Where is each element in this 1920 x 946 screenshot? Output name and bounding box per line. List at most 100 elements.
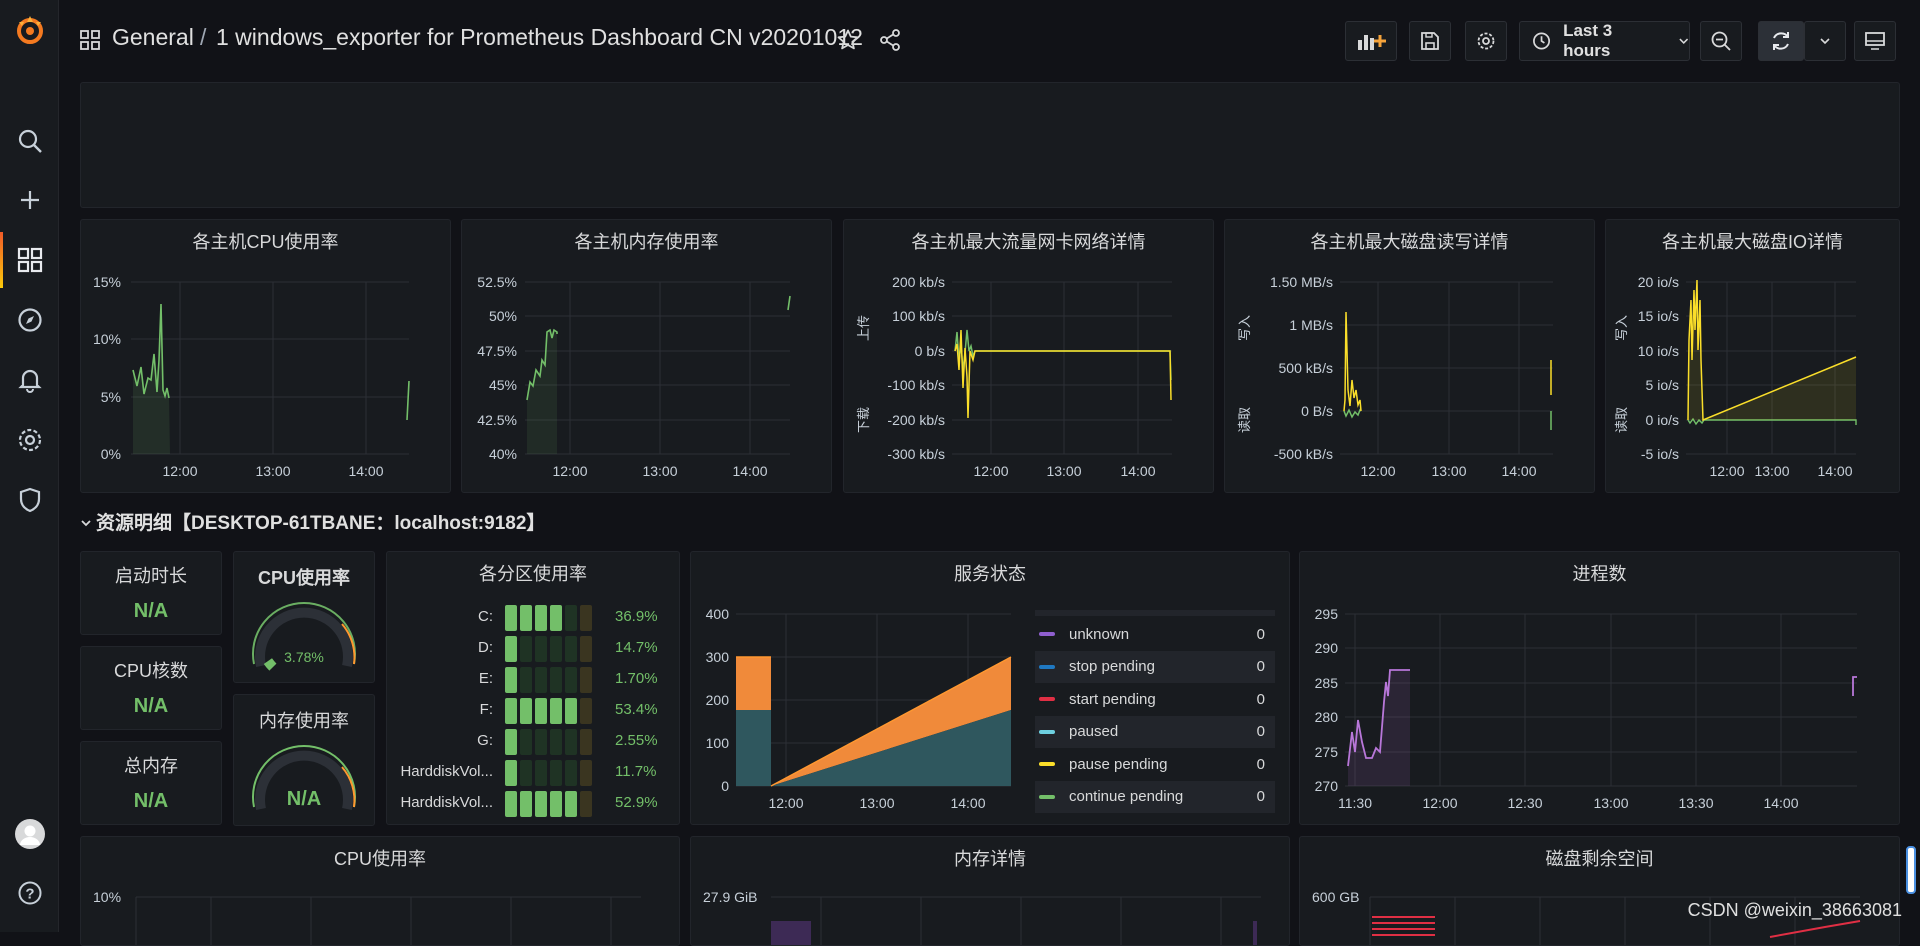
gauge-cell: [505, 636, 517, 662]
stat-uptime[interactable]: 启动时长 N/A: [80, 551, 222, 635]
time-range-label: Last 3 hours: [1563, 21, 1613, 60]
legend-item[interactable]: paused 0: [1035, 715, 1275, 748]
legend-item[interactable]: pause pending 0: [1035, 748, 1275, 780]
chevron-down-icon: [81, 520, 91, 527]
monitor-icon: [1865, 32, 1885, 50]
legend-label: pause pending: [1069, 755, 1168, 773]
gauge-cell: [535, 698, 547, 724]
star-icon[interactable]: [836, 28, 860, 57]
panel-host-memory[interactable]: 各主机内存使用率 52.5% 50% 47.5% 45% 42.5% 40% 12:00 1…: [461, 219, 832, 493]
settings-icon: [1477, 32, 1495, 50]
gauge-cell: [580, 636, 592, 662]
explore-icon[interactable]: [14, 304, 46, 336]
top-navbar: General / 1 windows_exporter for Prometh…: [60, 0, 1920, 80]
gauge-memory-usage[interactable]: 内存使用率 N/A: [233, 694, 375, 826]
sidebar: ?: [0, 0, 59, 932]
legend-item[interactable]: continue pending 0: [1035, 780, 1275, 813]
y-tick: -200 kb/s: [887, 412, 945, 428]
panel-disk-free[interactable]: 磁盘剩余空间 600 GB: [1299, 836, 1900, 946]
write-line: [1343, 311, 1552, 412]
plus-icon[interactable]: [14, 184, 46, 216]
refresh-button[interactable]: [1758, 21, 1804, 61]
legend-value: 0: [1256, 755, 1265, 773]
download-line: [954, 329, 1172, 419]
refresh-interval-dropdown[interactable]: [1804, 21, 1846, 61]
gauge-cell: [520, 605, 532, 631]
y-tick: 20 io/s: [1638, 274, 1679, 290]
gauge-cell: [505, 698, 517, 724]
zoom-out-icon: [1711, 31, 1731, 51]
gauge-cell: [580, 791, 592, 817]
y-tick: 500 kB/s: [1279, 360, 1333, 376]
panel-host-cpu[interactable]: 各主机CPU使用率 15% 10% 5% 0% 12:00 13:00 14:00: [80, 219, 451, 493]
panel-memory-detail[interactable]: 内存详情 27.9 GiB: [690, 836, 1290, 946]
stat-title: 总内存: [124, 756, 178, 776]
panel-host-disk-io[interactable]: 各主机最大磁盘IO详情 20 io/s 15 io/s 10 io/s 5 io/s 0…: [1605, 219, 1900, 493]
time-range-picker[interactable]: Last 3 hours: [1519, 21, 1690, 61]
legend-item[interactable]: start pending 0: [1035, 683, 1275, 715]
stat-cpu-cores[interactable]: CPU核数 N/A: [80, 646, 222, 730]
legend-label: paused: [1069, 723, 1119, 740]
y-tick: 100 kb/s: [892, 308, 945, 324]
dashboard-settings-button[interactable]: [1465, 21, 1507, 61]
breadcrumb-folder[interactable]: General: [112, 24, 194, 50]
zoom-out-button[interactable]: [1700, 21, 1742, 61]
panel-partition-usage[interactable]: 各分区使用率 C: 36.9% D: 14.7% E: 1.70% F: 53.4% G: 2.5…: [386, 551, 680, 825]
partition-row: F: 53.4%: [387, 697, 679, 725]
alert-bell-icon[interactable]: [14, 364, 46, 396]
grafana-logo[interactable]: [14, 14, 46, 46]
help-icon[interactable]: ?: [14, 877, 46, 909]
legend-value: 0: [1256, 658, 1265, 675]
gauge-track: [255, 750, 353, 811]
panel-host-disk-rw[interactable]: 各主机最大磁盘读写详情 1.50 MB/s 1 MB/s 500 kB/s 0 B/s…: [1224, 219, 1595, 493]
stopped-area: [771, 710, 1011, 786]
y-ticks: 15% 10% 5% 0%: [93, 274, 121, 462]
dashboard-title[interactable]: 1 windows_exporter for Prometheus Dashbo…: [216, 24, 863, 50]
panel-process-count[interactable]: 进程数 295 290 285 280 275 270 11:30 12:00 12:30 13…: [1299, 551, 1900, 825]
partition-bar-gauge: [505, 791, 592, 817]
legend-item[interactable]: stop pending 0: [1035, 650, 1275, 683]
legend-item[interactable]: unknown 0: [1035, 618, 1275, 650]
share-icon[interactable]: [878, 28, 902, 57]
x-tick: 13:00: [1431, 463, 1466, 479]
gauge-cpu-usage[interactable]: CPU使用率 3.78%: [233, 551, 375, 683]
view-mode-button[interactable]: [1854, 21, 1896, 61]
legend-scroll-edge: [1035, 610, 1275, 616]
stat-total-memory[interactable]: 总内存 N/A: [80, 741, 222, 825]
section-title: 资源明细【DESKTOP-61TBANE：localhost:9182】: [96, 513, 546, 534]
gauge-cell: [550, 698, 562, 724]
active-indicator: [0, 232, 3, 288]
host-memory-chart: 52.5% 50% 47.5% 45% 42.5% 40% 12:00 13:00 14:00: [477, 274, 791, 479]
search-icon[interactable]: [14, 125, 46, 157]
gauge-cell: [550, 636, 562, 662]
panel-host-network[interactable]: 各主机最大流量网卡网络详情 200 kb/s 100 kb/s 0 b/s -100 …: [843, 219, 1214, 493]
save-dashboard-button[interactable]: [1409, 21, 1451, 61]
gauge-cell: [580, 729, 592, 755]
gauge-title: 内存使用率: [259, 711, 349, 731]
gauge-cell: [520, 667, 532, 693]
page-scrollbar-thumb[interactable]: [1906, 846, 1916, 894]
gauge-cell: [580, 698, 592, 724]
host-cpu-chart: 15% 10% 5% 0% 12:00 13:00 14:00: [93, 274, 410, 479]
y-label-bottom: 读取: [1614, 407, 1629, 433]
dashboards-icon[interactable]: [14, 244, 46, 276]
add-panel-button[interactable]: [1345, 21, 1397, 61]
series-line: [132, 303, 410, 421]
section-row-header[interactable]: 资源明细【DESKTOP-61TBANE：localhost:9182】: [80, 508, 545, 535]
memory-detail-grid: [771, 896, 1261, 945]
shield-icon[interactable]: [14, 484, 46, 516]
partition-name: C:: [478, 608, 493, 625]
panel-title: 各主机最大磁盘读写详情: [1310, 232, 1509, 252]
y-tick: 0 B/s: [1301, 403, 1333, 419]
write-line: [1687, 279, 1857, 422]
avatar[interactable]: [14, 818, 46, 850]
panel-title: 内存详情: [954, 849, 1026, 869]
grid: [1345, 613, 1857, 787]
partition-row: G: 2.55%: [387, 728, 679, 756]
panel-cpu-usage-timeseries[interactable]: CPU使用率 10%: [80, 836, 680, 946]
panel-service-status[interactable]: 服务状态 400 300 200 100 0 12:00 13:00 14:00 unkno…: [690, 551, 1290, 825]
gear-icon[interactable]: [14, 424, 46, 456]
legend-label: continue pending: [1069, 788, 1184, 805]
breadcrumb-separator: /: [200, 24, 207, 50]
panel-title: 进程数: [1572, 564, 1627, 584]
